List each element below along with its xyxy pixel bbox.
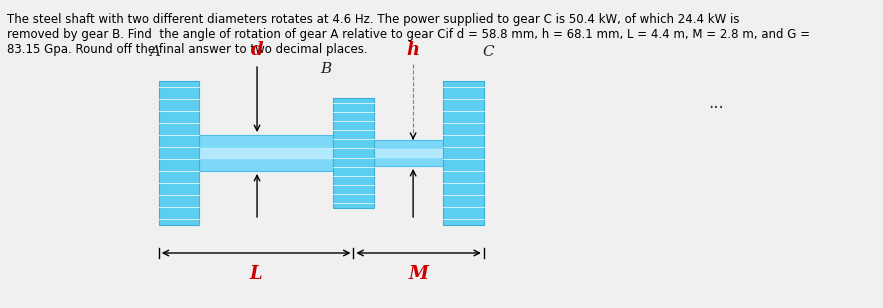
- Text: d: d: [251, 41, 263, 59]
- Polygon shape: [443, 81, 484, 225]
- Text: M: M: [409, 265, 428, 283]
- Text: The steel shaft with two different diameters rotates at 4.6 Hz. The power suppli: The steel shaft with two different diame…: [7, 13, 811, 56]
- Text: C: C: [483, 45, 494, 59]
- Polygon shape: [333, 98, 374, 208]
- Polygon shape: [200, 135, 333, 171]
- Text: A: A: [148, 45, 160, 59]
- Text: L: L: [250, 265, 262, 283]
- Text: h: h: [406, 41, 419, 59]
- Text: ...: ...: [708, 94, 724, 112]
- Text: B: B: [321, 62, 331, 76]
- Polygon shape: [374, 140, 443, 166]
- Polygon shape: [159, 81, 200, 225]
